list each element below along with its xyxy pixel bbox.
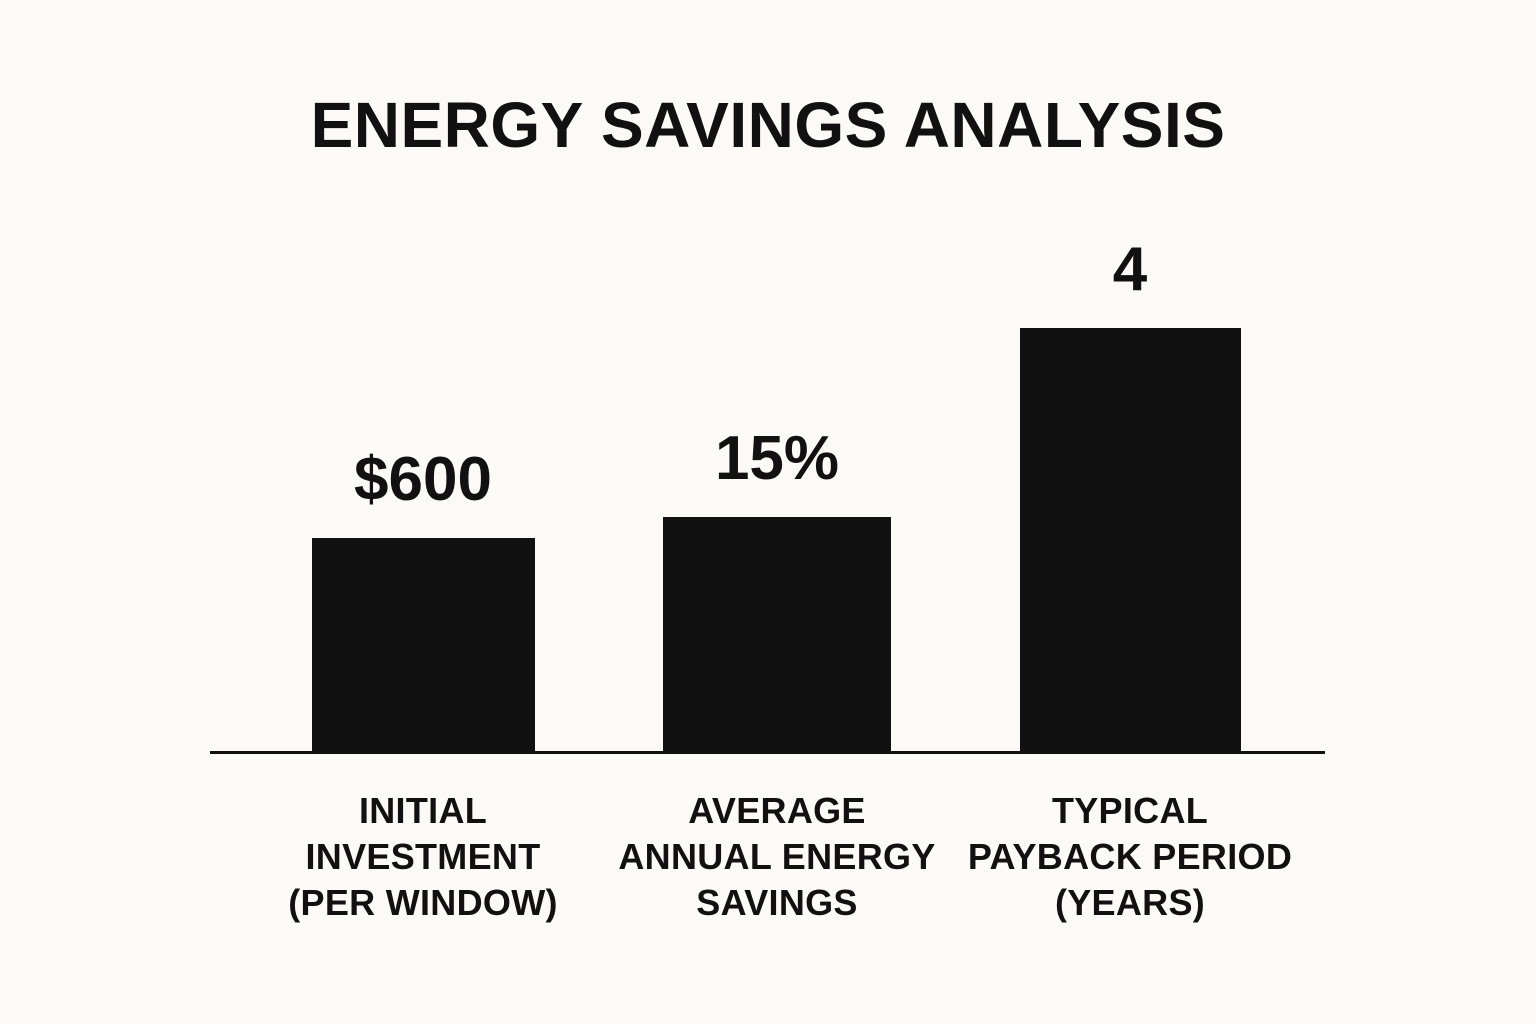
- bar-group-annual-energy-savings: 15%: [577, 428, 977, 751]
- bar-value-label-payback-period: 4: [1112, 235, 1148, 304]
- x-axis-label-line: (YEARS): [1054, 882, 1206, 923]
- x-axis-label-line: INITIAL: [358, 790, 488, 831]
- x-axis-label-payback-period: TYPICAL PAYBACK PERIOD (YEARS): [930, 788, 1330, 926]
- bar-value-label-initial-investment: $600: [354, 445, 492, 514]
- chart-title: ENERGY SAVINGS ANALYSIS: [310, 89, 1226, 161]
- x-axis-label-line: TYPICAL: [1051, 790, 1209, 831]
- bar-initial-investment: [311, 538, 535, 751]
- bar-value-label-annual-energy-savings: 15%: [714, 424, 840, 493]
- x-axis-label-line: (PER WINDOW): [288, 882, 558, 923]
- x-axis-label-annual-energy-savings: AVERAGE ANNUAL ENERGY SAVINGS: [577, 788, 977, 926]
- x-axis-label-line: ANNUAL ENERGY: [618, 836, 936, 877]
- x-axis-label-line: SAVINGS: [696, 882, 858, 923]
- x-axis-label-line: PAYBACK PERIOD: [967, 836, 1293, 877]
- x-axis-label-line: INVESTMENT: [305, 836, 541, 877]
- x-axis-label-initial-investment: INITIAL INVESTMENT (PER WINDOW): [223, 788, 623, 926]
- bar-group-payback-period: 4: [930, 239, 1330, 751]
- x-axis-line: [210, 751, 1325, 754]
- bar-annual-energy-savings: [663, 517, 891, 751]
- x-axis-label-line: AVERAGE: [688, 790, 866, 831]
- bar-payback-period: [1019, 328, 1241, 751]
- bar-group-initial-investment: $600: [223, 449, 623, 751]
